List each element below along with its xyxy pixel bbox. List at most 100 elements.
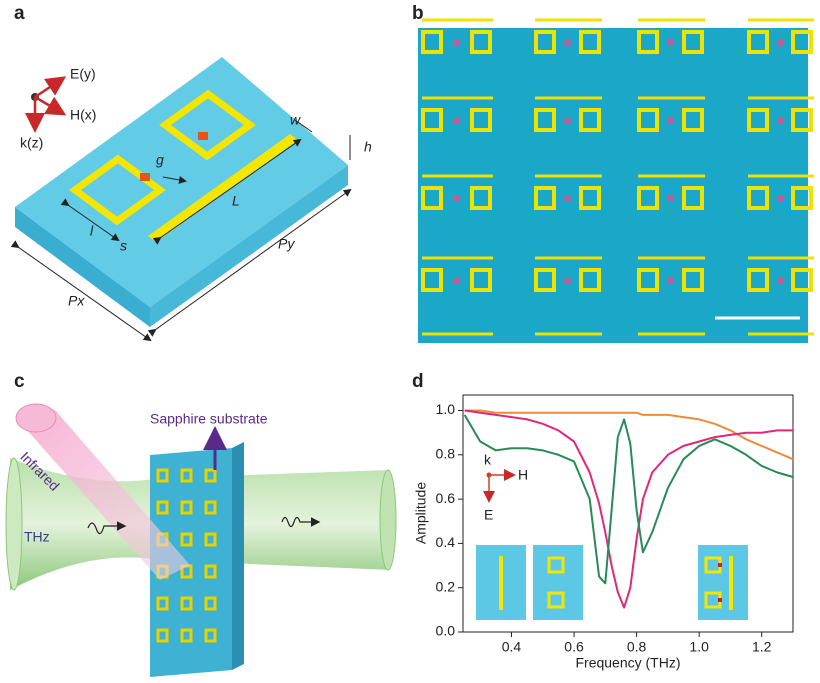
gap xyxy=(667,195,674,201)
ring xyxy=(180,532,193,547)
ring xyxy=(470,30,492,54)
ring xyxy=(791,186,813,210)
gap xyxy=(564,277,571,283)
gap xyxy=(453,117,460,123)
gap xyxy=(667,117,674,123)
y-tick-label: 0.0 xyxy=(436,623,456,639)
dimension-label: Py xyxy=(278,236,295,252)
axis-label: k(z) xyxy=(20,135,43,151)
ring xyxy=(747,108,769,132)
panel-label: c xyxy=(14,371,25,392)
ring xyxy=(156,628,169,643)
beam-label: THz xyxy=(24,529,50,545)
gap xyxy=(564,39,571,45)
y-axis-label: Amplitude xyxy=(413,482,429,544)
unit-cell xyxy=(10,57,352,342)
axis-label: E(y) xyxy=(70,66,96,82)
ring xyxy=(180,500,193,515)
ring xyxy=(534,268,556,292)
dimension-label: w xyxy=(290,112,301,128)
annotation: E xyxy=(484,507,493,523)
panel-label: a xyxy=(14,3,25,24)
gap xyxy=(777,195,783,201)
gap xyxy=(777,39,783,45)
ring xyxy=(637,186,659,210)
plot-frame xyxy=(462,394,794,633)
micrograph xyxy=(418,18,814,343)
ring xyxy=(421,186,443,210)
ring xyxy=(204,596,217,611)
ring xyxy=(579,186,601,210)
ring xyxy=(579,108,601,132)
dimension-label: h xyxy=(364,139,372,155)
ring xyxy=(791,108,813,132)
ring xyxy=(180,468,193,483)
ring xyxy=(682,108,704,132)
ring xyxy=(534,30,556,54)
gap xyxy=(453,277,460,283)
ring xyxy=(534,186,556,210)
gap xyxy=(777,117,783,123)
series-line xyxy=(464,409,793,609)
y-tick-label: 0.2 xyxy=(436,578,456,594)
panel-label: b xyxy=(412,3,424,24)
ring xyxy=(637,268,659,292)
dimension-label: l xyxy=(90,223,94,239)
ring xyxy=(204,468,217,483)
ring xyxy=(470,268,492,292)
x-tick-label: 1.2 xyxy=(752,639,772,655)
ring xyxy=(747,186,769,210)
gap xyxy=(777,277,783,283)
ring xyxy=(579,30,601,54)
series-line xyxy=(464,409,794,461)
ring xyxy=(421,268,443,292)
ring xyxy=(637,108,659,132)
gap xyxy=(453,195,460,201)
x-tick-label: 0.4 xyxy=(502,639,522,655)
ring xyxy=(534,108,556,132)
ring xyxy=(470,108,492,132)
ring xyxy=(180,628,193,643)
ring xyxy=(747,268,769,292)
panel-label: d xyxy=(412,371,424,392)
ring xyxy=(156,596,169,611)
ring xyxy=(682,186,704,210)
insets xyxy=(476,469,748,620)
dimension-label: L xyxy=(232,193,240,209)
ring xyxy=(204,564,217,579)
series-line xyxy=(463,414,794,585)
ring xyxy=(156,500,169,515)
annotation: H xyxy=(518,467,528,483)
gap xyxy=(453,39,460,45)
ring xyxy=(180,596,193,611)
x-tick-label: 1.0 xyxy=(689,639,709,655)
gap xyxy=(667,277,674,283)
annotation: k xyxy=(484,452,492,468)
y-tick-label: 0.8 xyxy=(436,446,456,462)
ring xyxy=(156,468,169,483)
ring xyxy=(204,628,217,643)
gap xyxy=(667,39,674,45)
ring xyxy=(682,268,704,292)
setup xyxy=(5,403,397,677)
y-tick-label: 0.6 xyxy=(436,490,456,506)
x-tick-label: 0.6 xyxy=(564,639,584,655)
ring xyxy=(579,268,601,292)
ring xyxy=(204,500,217,515)
ring xyxy=(421,108,443,132)
y-tick-label: 0.4 xyxy=(436,534,456,550)
substrate-label: Sapphire substrate xyxy=(150,411,268,427)
gap xyxy=(564,195,571,201)
gap xyxy=(564,117,571,123)
ring xyxy=(204,532,217,547)
ring xyxy=(791,268,813,292)
ring xyxy=(421,30,443,54)
ring xyxy=(470,186,492,210)
x-tick-label: 0.8 xyxy=(627,639,647,655)
dimension-label: Px xyxy=(68,293,85,309)
y-tick-label: 1.0 xyxy=(436,401,456,417)
dimension-label: g xyxy=(156,152,164,168)
x-axis-label: Frequency (THz) xyxy=(575,655,680,671)
ring xyxy=(747,30,769,54)
